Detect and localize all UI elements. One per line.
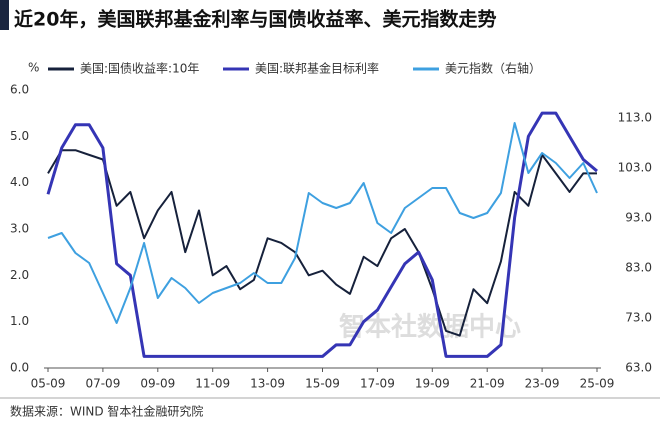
y-unit: %	[28, 61, 39, 75]
y2-tick-label: 93.0	[625, 211, 652, 225]
x-tick-label: 07-09	[85, 377, 120, 391]
x-tick-label: 09-09	[140, 377, 175, 391]
y-tick-label: 3.0	[10, 222, 29, 236]
legend-label: 美元指数（右轴）	[445, 61, 541, 76]
title-bar	[0, 0, 9, 30]
y-tick-label: 1.0	[10, 314, 29, 328]
x-tick-label: 05-09	[31, 377, 66, 391]
y2-tick-label: 113.0	[618, 111, 652, 125]
legend-label: 美国:国债收益率:10年	[80, 61, 199, 76]
x-tick-label: 15-09	[305, 377, 340, 391]
watermark: 智本社数据中心	[339, 312, 521, 343]
y-tick-label: 5.0	[10, 129, 29, 143]
chart-title: 近20年，美国联邦基金利率与国债收益率、美元指数走势	[14, 8, 496, 31]
series-line	[47, 122, 598, 324]
source: 数据来源：WIND 智本社金融研究院	[10, 404, 203, 419]
x-tick-label: 13-09	[250, 377, 285, 391]
x-tick-label: 11-09	[195, 377, 230, 391]
series-line	[47, 149, 597, 337]
y-tick-label: 0.0	[10, 361, 29, 375]
x-tick-label: 17-09	[360, 377, 395, 391]
legend-label: 美国:联邦基金目标利率	[255, 61, 379, 76]
y-tick-label: 4.0	[10, 175, 29, 189]
y-tick-label: 2.0	[10, 268, 29, 282]
y2-tick-label: 103.0	[618, 161, 652, 175]
x-tick-label: 25-09	[580, 377, 615, 391]
x-tick-label: 21-09	[470, 377, 505, 391]
y-tick-label: 6.0	[10, 83, 29, 97]
series-line	[46, 111, 598, 358]
y2-tick-label: 83.0	[625, 261, 652, 275]
x-tick-label: 19-09	[415, 377, 450, 391]
y2-tick-label: 63.0	[625, 361, 652, 375]
x-tick-label: 23-09	[525, 377, 560, 391]
y2-tick-label: 73.0	[625, 311, 652, 325]
